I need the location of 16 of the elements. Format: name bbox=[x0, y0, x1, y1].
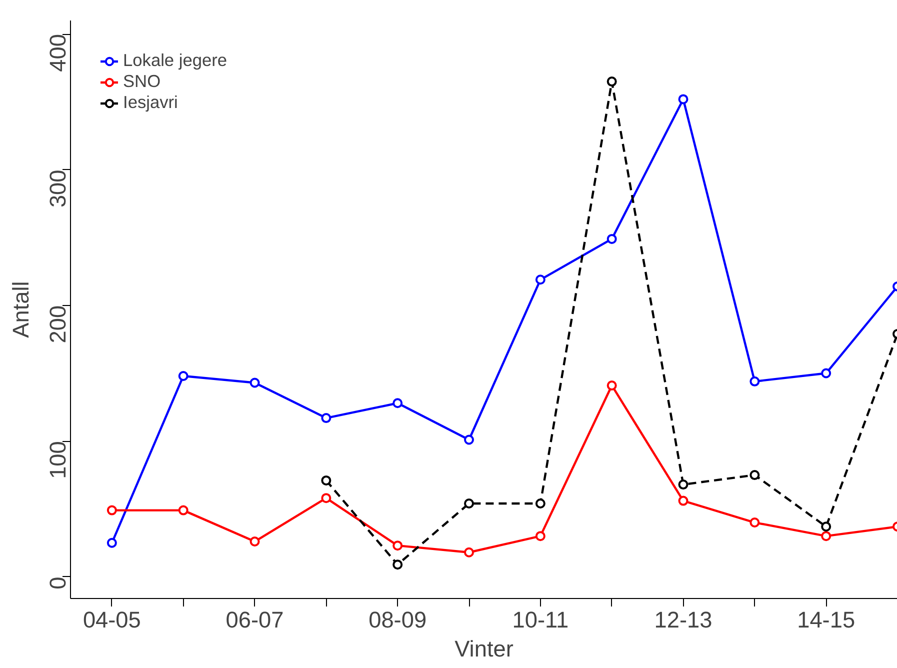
y-tick-label: 100 bbox=[44, 441, 70, 479]
x-tick-label: 10-11 bbox=[512, 606, 569, 632]
y-tick-label: 400 bbox=[44, 34, 70, 72]
legend-label: Lokale jegere bbox=[123, 50, 228, 71]
legend-label: SNO bbox=[123, 71, 161, 92]
x-axis-title: Vinter bbox=[454, 636, 514, 662]
y-tick-label: 300 bbox=[44, 170, 70, 208]
legend-label: Iesjavri bbox=[123, 92, 178, 113]
x-tick-label: 06-07 bbox=[226, 606, 284, 632]
x-tick-label: 04-05 bbox=[82, 606, 141, 632]
x-tick-label: 12-13 bbox=[654, 606, 712, 632]
x-tick-label: 08-09 bbox=[368, 606, 427, 632]
y-tick-label: 0 bbox=[44, 576, 70, 590]
y-axis-title: Antall bbox=[8, 281, 34, 338]
y-tick-label: 200 bbox=[44, 305, 70, 344]
x-tick-label: 14-15 bbox=[797, 606, 856, 632]
